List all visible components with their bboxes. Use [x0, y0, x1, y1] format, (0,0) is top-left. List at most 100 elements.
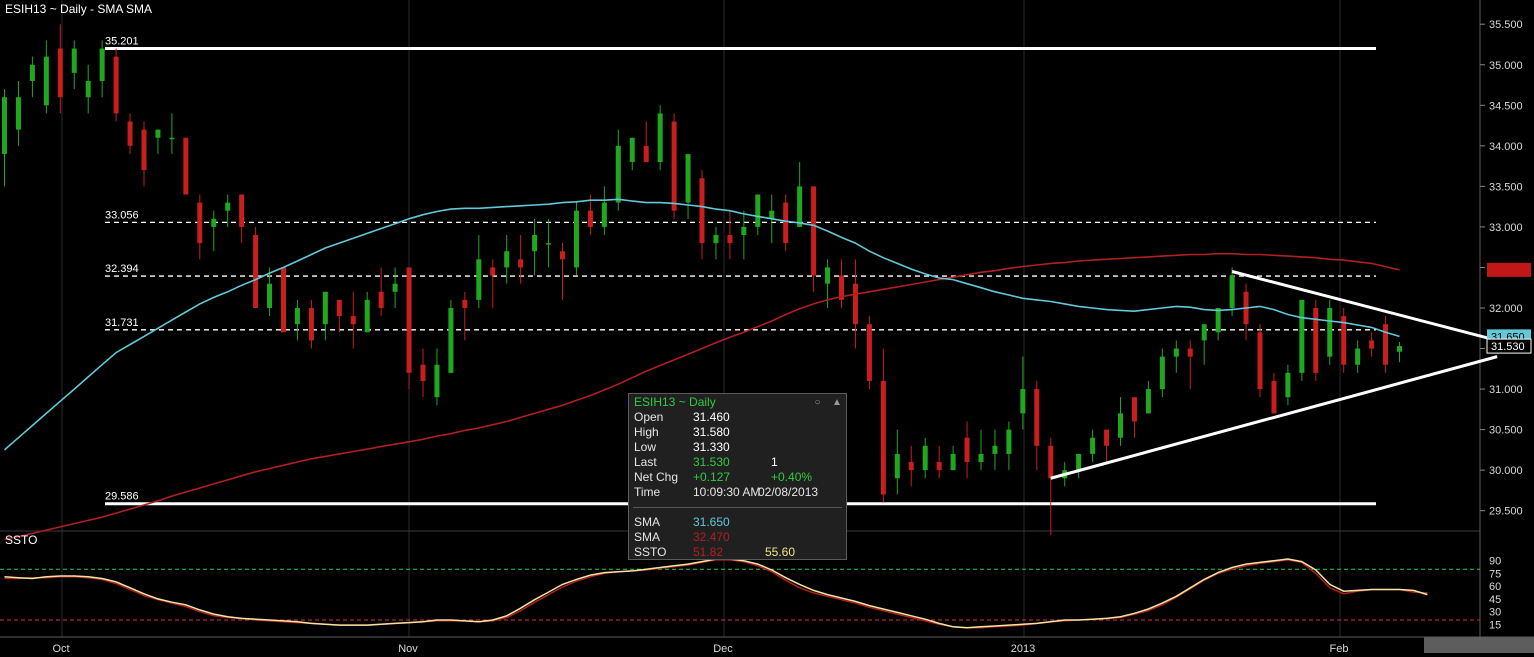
candle-body	[406, 267, 412, 373]
time-axis-label: Oct	[52, 643, 69, 655]
candle-body	[755, 194, 761, 227]
candle-body	[1215, 307, 1221, 333]
candle-body	[1341, 316, 1347, 365]
candle-body	[922, 445, 928, 471]
candle-body	[797, 186, 803, 227]
candle-body	[476, 259, 482, 300]
price-tag-label: 32.470	[1491, 265, 1525, 277]
candle-body	[15, 97, 21, 130]
candle-body	[546, 243, 552, 245]
tooltip-row-value-2: 02/08/2013	[758, 485, 819, 499]
candle-body	[434, 364, 440, 398]
sma-fast-line	[3, 198, 1400, 451]
price-axis-label: 35.500	[1489, 19, 1523, 31]
candle-body	[866, 324, 872, 381]
candle-body	[2, 97, 7, 154]
horizontal-scrollbar-thumb[interactable]	[1424, 637, 1534, 653]
candle-body	[294, 307, 300, 325]
tooltip-study-value: 31.650	[693, 515, 730, 529]
price-axis-label: 32.000	[1489, 303, 1523, 315]
candle-body	[322, 291, 328, 325]
candle-body	[99, 48, 105, 81]
price-axis-label: 33.000	[1489, 222, 1523, 234]
candle-body	[992, 445, 998, 454]
candle-body	[462, 299, 468, 308]
candle-body	[1034, 389, 1040, 446]
candle-body	[657, 113, 663, 163]
minimize-icon[interactable]: ○	[814, 397, 821, 408]
candle-body	[211, 218, 217, 227]
candle-body	[169, 137, 175, 140]
candle-body	[308, 307, 314, 341]
candle-body	[85, 80, 91, 98]
candle-body	[1131, 397, 1137, 422]
tooltip-divider	[633, 507, 842, 508]
candle-body	[1369, 340, 1375, 349]
candle-body	[71, 48, 77, 73]
candle-body	[587, 210, 593, 227]
trendline[interactable]	[1231, 270, 1498, 342]
candle-body	[1159, 356, 1165, 390]
candle-body	[643, 145, 649, 163]
level-label: 33.056	[105, 209, 139, 221]
tooltip-row-label: Time	[634, 485, 661, 499]
time-axis-label: Nov	[398, 643, 418, 655]
trendline[interactable]	[1050, 355, 1498, 480]
candle-body	[1257, 332, 1263, 390]
tooltip-study-label: SSTO	[634, 545, 667, 559]
price-tag	[1486, 338, 1532, 354]
candle-body	[839, 275, 844, 300]
candle-body	[629, 137, 635, 163]
candle-body	[267, 283, 273, 308]
candle-body	[1048, 445, 1054, 479]
candle-body	[1076, 453, 1082, 471]
ssto-d-line	[4, 559, 1428, 629]
tooltip-row-value: 31.330	[693, 440, 730, 454]
ssto-axis-label: 60	[1489, 581, 1501, 593]
candle-body	[141, 129, 147, 171]
ssto-axis-label: 90	[1489, 556, 1501, 568]
candle-body	[1187, 348, 1193, 357]
tooltip-row-label: Open	[634, 410, 664, 424]
tooltip-study-value: 32.470	[693, 530, 730, 544]
candle-body	[1173, 348, 1179, 357]
tooltip-study-value-2: 55.60	[765, 545, 796, 559]
candle-body	[1090, 437, 1096, 454]
time-axis-label: 2013	[1011, 643, 1035, 655]
lower-panel-title: SSTO	[5, 533, 37, 547]
candle-body	[894, 453, 900, 479]
price-axis-label: 30.500	[1489, 425, 1523, 437]
candle-body	[364, 299, 370, 333]
price-axis-label: 30.000	[1489, 465, 1523, 477]
candle-body	[378, 291, 384, 308]
candle-body	[1201, 324, 1207, 341]
candle-body	[950, 453, 956, 471]
tooltip-row-label: Low	[634, 440, 657, 454]
tooltip-study-label: SMA	[634, 515, 661, 529]
candle-body	[685, 153, 691, 203]
tooltip-row-label: Net Chg	[634, 470, 679, 484]
candle-body	[699, 178, 705, 244]
candle-body	[1104, 429, 1110, 446]
candle-body	[253, 235, 259, 308]
price-axis-label: 29.500	[1489, 506, 1523, 518]
candle-body	[964, 437, 970, 463]
chart-title: ESIH13 ~ Daily - SMA SMA	[5, 2, 152, 16]
candle-body	[741, 226, 747, 236]
data-tooltip-panel: ESIH13 ~ Daily ○ ▲ Open 31.460 High 31.580 L…	[628, 393, 847, 560]
tooltip-title: ESIH13 ~ Daily	[634, 395, 716, 409]
candle-body	[197, 202, 203, 244]
candle-body	[155, 129, 161, 138]
level-label: 31.731	[105, 317, 139, 329]
candle-body	[448, 307, 454, 373]
candle-body	[1313, 307, 1319, 373]
candle-body	[601, 202, 607, 227]
tooltip-row-value-2: +0.40%	[771, 470, 813, 484]
candle-body	[43, 56, 49, 106]
candle-body	[504, 251, 510, 268]
tooltip-row-label: Last	[634, 455, 657, 469]
candle-body	[350, 316, 356, 325]
candle-body	[1397, 346, 1402, 352]
collapse-icon[interactable]: ▲	[832, 397, 842, 408]
